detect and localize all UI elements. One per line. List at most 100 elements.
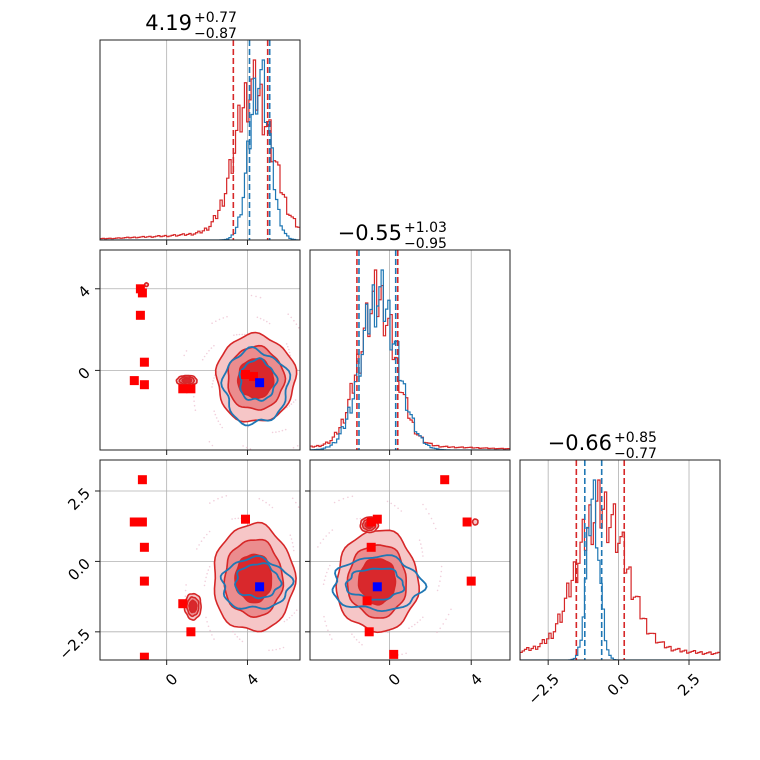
joint-panel-2-0	[129, 475, 313, 675]
title-upper-error: +0.77	[194, 10, 237, 26]
title-lower-error: −0.95	[404, 236, 447, 252]
scatter-point	[362, 670, 364, 672]
scatter-point	[225, 495, 228, 497]
scatter-point	[291, 497, 294, 500]
scatter-point	[413, 623, 416, 626]
scatter-point	[290, 316, 293, 319]
title-median: −0.55	[338, 221, 402, 245]
title-median: 4.19	[145, 11, 192, 35]
scatter-point	[213, 638, 215, 640]
scatter-point	[439, 627, 442, 630]
x-tick-label: −2.5	[524, 670, 562, 708]
blue-contour	[220, 345, 292, 427]
scatter-point	[219, 423, 221, 426]
scatter-point	[295, 323, 298, 326]
scatter-point	[237, 517, 240, 520]
scatter-point	[256, 673, 258, 675]
scatter-point	[200, 540, 203, 542]
blue-contour	[234, 562, 283, 600]
red-marker	[362, 596, 372, 606]
y-tick-label: −2.5	[56, 625, 94, 663]
red-marker	[139, 652, 149, 660]
scatter-point	[278, 430, 280, 433]
scatter-point	[305, 521, 307, 523]
red-marker	[241, 514, 250, 524]
red-marker	[129, 376, 139, 386]
scatter-point	[419, 619, 422, 621]
scatter-point	[289, 354, 292, 357]
scatter-point	[430, 517, 433, 520]
scatter-point	[308, 359, 310, 361]
scatter-point	[241, 333, 243, 336]
scatter-point	[440, 570, 443, 573]
scatter-point	[370, 674, 372, 676]
scatter-point	[209, 629, 211, 632]
scatter-point	[306, 378, 308, 380]
panel-frame-1-1	[309, 249, 511, 451]
red-marker	[364, 627, 374, 637]
scatter-point	[387, 631, 389, 634]
scatter-point	[303, 516, 305, 518]
scatter-point	[439, 575, 442, 578]
x-tick-label: 2.5	[674, 670, 704, 700]
scatter-point	[206, 572, 208, 575]
scatter-point	[235, 333, 238, 336]
scatter-point	[212, 380, 214, 382]
scatter-point	[338, 499, 340, 502]
scatter-point	[282, 646, 285, 649]
scatter-point	[319, 395, 321, 397]
scatter-point	[304, 581, 306, 583]
scatter-point	[304, 587, 306, 589]
scatter-point	[265, 501, 267, 504]
scatter-point	[311, 573, 313, 575]
scatter-point	[291, 614, 293, 617]
scatter-point	[184, 595, 187, 597]
scatter-point	[287, 313, 290, 316]
scatter-point	[234, 633, 236, 636]
scatter-point	[432, 522, 435, 525]
x-tick-label: 4	[466, 670, 485, 689]
scatter-point	[450, 608, 452, 611]
scatter-point	[208, 530, 211, 533]
red-marker	[139, 357, 149, 367]
scatter-point	[411, 625, 413, 628]
grid-2-2	[547, 460, 690, 660]
scatter-point	[319, 542, 322, 544]
scatter-point	[311, 568, 313, 570]
red-marker	[462, 517, 472, 527]
ticks-2-1	[305, 490, 472, 665]
scatter-point	[366, 672, 368, 674]
scatter-point	[325, 356, 327, 358]
scatter-point	[285, 343, 288, 345]
scatter-point	[303, 593, 305, 595]
y-tick-label: 0	[75, 364, 94, 383]
scatter-point	[301, 443, 303, 445]
scatter-point	[196, 548, 198, 550]
scatter-point	[434, 527, 437, 530]
histogram-red-2	[520, 479, 720, 660]
ticks-2-2	[547, 660, 690, 665]
scatter-point	[236, 636, 239, 638]
scatter-point	[262, 499, 264, 502]
marginal-panel-1	[310, 250, 510, 450]
scatter-point	[293, 612, 296, 614]
scatter-point	[439, 580, 441, 582]
scatter-point	[283, 620, 286, 623]
scatter-point	[294, 399, 297, 401]
scatter-point	[217, 420, 220, 423]
scatter-point	[235, 664, 237, 666]
x-tick-label: 0.0	[604, 670, 634, 700]
scatter-point	[268, 504, 271, 506]
scatter-point	[193, 404, 196, 407]
scatter-point	[241, 640, 244, 643]
scatter-point	[184, 589, 187, 592]
panel-frame-2-2	[519, 459, 721, 661]
scatter-point	[245, 446, 248, 449]
scatter-point	[307, 367, 309, 369]
scatter-point	[386, 500, 389, 503]
scatter-point	[327, 629, 329, 632]
scatter-point	[203, 536, 205, 539]
scatter-point	[266, 320, 268, 323]
y-tick-label: 0.0	[64, 555, 94, 585]
scatter-point	[291, 542, 294, 544]
